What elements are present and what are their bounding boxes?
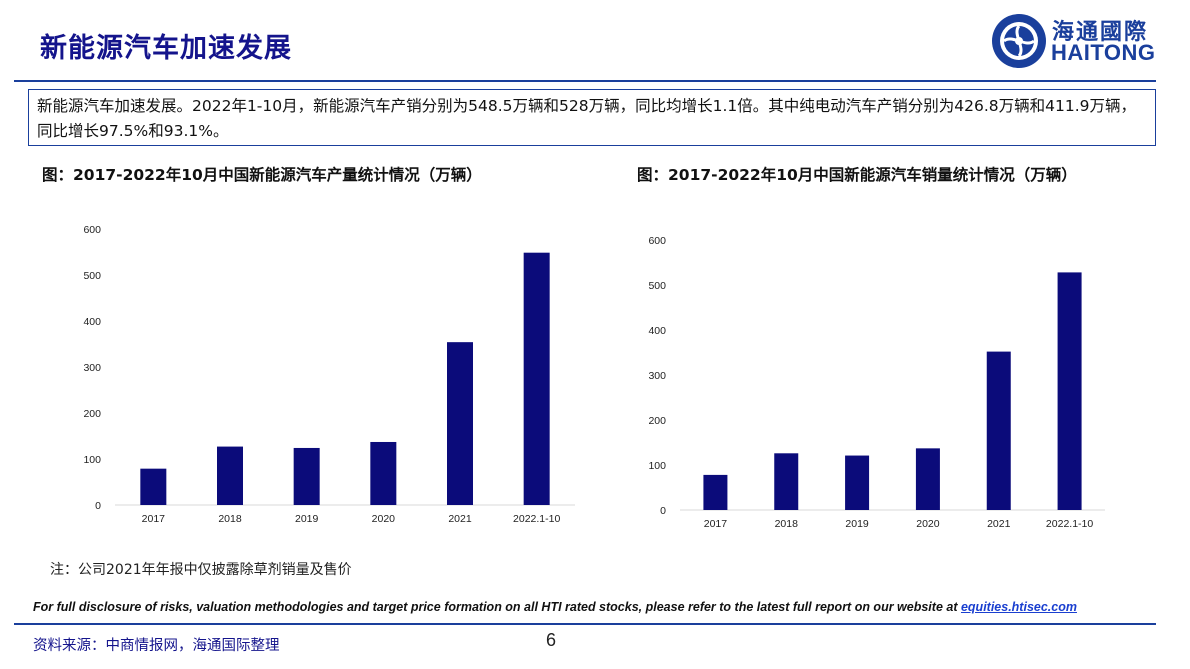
footer-divider [14, 623, 1156, 625]
bar-2017 [140, 468, 167, 505]
x-tick-label: 2021 [987, 518, 1011, 530]
y-tick-label: 200 [83, 408, 101, 420]
y-tick-label: 0 [95, 500, 101, 512]
disclosure-text: For full disclosure of risks, valuation … [33, 600, 1077, 614]
y-tick-label: 600 [648, 235, 666, 247]
bar-2020 [370, 441, 397, 505]
logo-chinese-name: 海通國際 [1052, 20, 1149, 45]
x-tick-label: 2018 [775, 518, 799, 530]
y-tick-label: 500 [648, 280, 666, 292]
page-title: 新能源汽车加速发展 [40, 33, 292, 64]
sales-chart-title: 图：2017-2022年10月中国新能源汽车销量统计情况（万辆） [637, 166, 1077, 184]
source-credit: 资料来源：中商情报网，海通国际整理 [33, 638, 280, 654]
x-tick-label: 2017 [704, 518, 728, 530]
x-tick-label: 2019 [845, 518, 869, 530]
header-divider [14, 80, 1156, 82]
haitong-logo-icon [992, 14, 1046, 68]
sales-bar-chart: 0 100 200 300 400 500 600 2017 2018 2019 2020 2021 2… [648, 235, 1105, 530]
y-tick-label: 500 [83, 270, 101, 282]
bar-2022.1-10 [1057, 272, 1082, 510]
footnote: 注：公司2021年年报中仅披露除草剂销量及售价 [50, 562, 352, 578]
bar-2021 [447, 342, 473, 505]
logo-english-name: HAITONG [1051, 40, 1156, 65]
x-tick-label: 2022.1-10 [1046, 518, 1093, 530]
production-bar-chart: 0 100 200 300 400 500 600 2017 2018 2019 2020 2021 2… [83, 224, 575, 525]
y-tick-label: 200 [648, 415, 666, 427]
y-tick-label: 0 [660, 505, 666, 517]
y-tick-label: 600 [83, 224, 101, 236]
x-tick-label: 2021 [448, 513, 472, 525]
y-tick-label: 300 [83, 362, 101, 374]
bar-2017 [703, 474, 728, 510]
y-tick-label: 400 [83, 316, 101, 328]
summary-box: 新能源汽车加速发展。2022年1-10月，新能源汽车产销分别为548.5万辆和5… [28, 89, 1156, 146]
x-tick-label: 2018 [218, 513, 242, 525]
bar-2019 [845, 455, 870, 510]
bar-2019 [293, 447, 320, 505]
x-tick-label: 2020 [916, 518, 940, 530]
x-tick-label: 2019 [295, 513, 319, 525]
y-tick-label: 100 [83, 454, 101, 466]
haitong-logo: 海通國際 HAITONG [990, 10, 1170, 72]
x-tick-label: 2020 [372, 513, 396, 525]
bar-2018 [217, 446, 243, 505]
x-tick-label: 2017 [142, 513, 166, 525]
y-tick-label: 100 [648, 460, 666, 472]
x-tick-label: 2022.1-10 [513, 513, 560, 525]
disclosure-body: For full disclosure of risks, valuation … [33, 600, 961, 614]
bar-2022.1-10 [523, 252, 550, 505]
bar-2021 [986, 351, 1011, 510]
bar-2020 [915, 448, 940, 510]
summary-text: 新能源汽车加速发展。2022年1-10月，新能源汽车产销分别为548.5万辆和5… [37, 97, 1136, 140]
website-link[interactable]: equities.htisec.com [960, 600, 1077, 614]
y-tick-label: 300 [648, 370, 666, 382]
page-number: 6 [546, 630, 557, 650]
bar-2018 [774, 453, 799, 510]
y-tick-label: 400 [648, 325, 666, 337]
production-chart-title: 图：2017-2022年10月中国新能源汽车产量统计情况（万辆） [42, 166, 482, 184]
